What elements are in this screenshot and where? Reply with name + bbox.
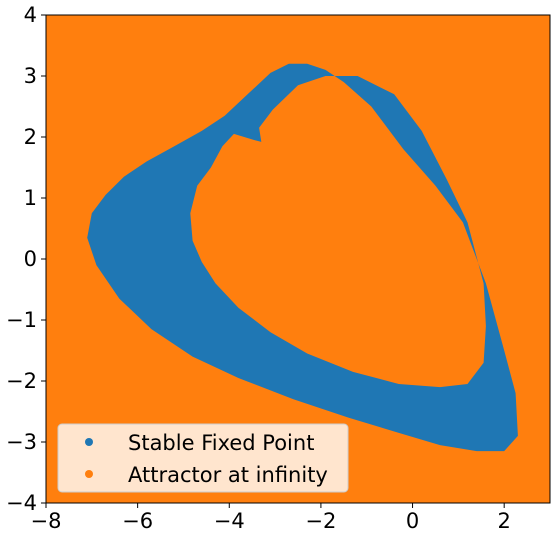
y-tick-label: −3 — [6, 430, 37, 454]
legend-label-stable: Stable Fixed Point — [128, 431, 314, 455]
stable-fixed-point-region — [87, 63, 518, 452]
y-tick-label: 2 — [24, 125, 37, 149]
legend-marker-stable — [85, 438, 93, 446]
y-tick-label: 3 — [24, 64, 37, 88]
y-tick-label: 4 — [24, 3, 37, 27]
y-tick-label: −4 — [6, 491, 37, 515]
x-tick-label: −4 — [214, 509, 245, 533]
x-tick-label: 0 — [406, 509, 419, 533]
legend: Stable Fixed Point Attractor at infinity — [57, 423, 349, 493]
legend-label-infinity: Attractor at infinity — [128, 463, 328, 487]
legend-box — [57, 423, 349, 493]
y-tick-label: −2 — [6, 369, 37, 393]
x-tick-label: 2 — [497, 509, 510, 533]
y-tick-label: 0 — [24, 247, 37, 271]
y-tick-label: −1 — [6, 308, 37, 332]
legend-marker-infinity — [85, 470, 93, 478]
x-tick-label: −2 — [305, 509, 336, 533]
x-axis: −8 −6 −4 −2 0 2 — [31, 503, 511, 533]
y-axis: −4 −3 −2 −1 0 1 2 3 4 — [6, 3, 46, 515]
x-tick-label: −6 — [122, 509, 153, 533]
y-tick-label: 1 — [24, 186, 37, 210]
x-tick-label: −8 — [31, 509, 62, 533]
plot-area — [45, 14, 551, 504]
